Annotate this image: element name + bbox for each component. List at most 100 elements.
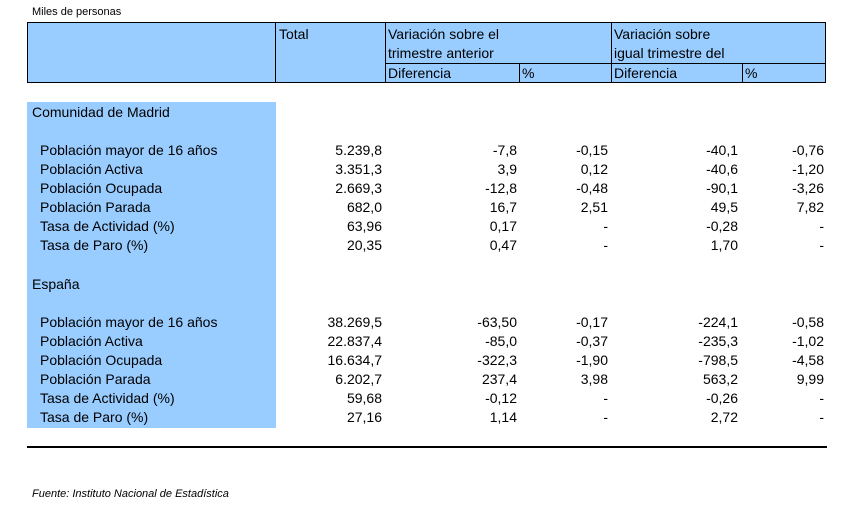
cell-prev-pct: -0,37 bbox=[576, 333, 608, 349]
cell-year-pct: 7,82 bbox=[796, 199, 824, 215]
section-title-row: España bbox=[0, 275, 856, 294]
row-label: Tasa de Actividad (%) bbox=[40, 218, 175, 234]
cell-prev-pct: - bbox=[603, 218, 608, 234]
table-row: Población Activa 3.351,3 3,9 0,12 -40,6 … bbox=[0, 160, 856, 179]
section-title: España bbox=[32, 276, 80, 292]
cell-year-pct: 9,99 bbox=[796, 371, 824, 387]
cell-prev-pct: 3,98 bbox=[580, 371, 608, 387]
table-row: Población mayor de 16 años 5.239,8 -7,8 … bbox=[0, 141, 856, 160]
cell-prev-diff: 0,17 bbox=[489, 218, 517, 234]
cell-year-pct: -1,20 bbox=[792, 161, 824, 177]
cell-year-pct: -0,76 bbox=[792, 142, 824, 158]
cell-year-diff: 49,5 bbox=[710, 199, 738, 215]
cell-total: 27,16 bbox=[346, 409, 382, 425]
cell-total: 2.669,3 bbox=[335, 180, 382, 196]
cell-prev-diff: -322,3 bbox=[477, 352, 517, 368]
header-var-year-line2: igual trimestre del bbox=[614, 45, 725, 61]
cell-prev-diff: -0,12 bbox=[485, 390, 517, 406]
cell-prev-pct: - bbox=[603, 409, 608, 425]
cell-total: 20,35 bbox=[346, 237, 382, 253]
cell-year-diff: -0,26 bbox=[706, 390, 738, 406]
cell-prev-diff: -85,0 bbox=[485, 333, 517, 349]
cell-year-diff: -0,28 bbox=[706, 218, 738, 234]
cell-year-diff: -224,1 bbox=[698, 314, 738, 330]
cell-year-diff: 1,70 bbox=[710, 237, 738, 253]
header-divider bbox=[742, 64, 743, 82]
cell-year-diff: -235,3 bbox=[698, 333, 738, 349]
cell-prev-diff: -63,50 bbox=[477, 314, 517, 330]
cell-total: 38.269,5 bbox=[327, 314, 383, 330]
table-row: Población Ocupada 16.634,7 -322,3 -1,90 … bbox=[0, 351, 856, 370]
cell-total: 22.837,4 bbox=[327, 333, 383, 349]
row-label: Población Ocupada bbox=[40, 180, 163, 196]
cell-year-pct: -3,26 bbox=[792, 180, 824, 196]
table-bottom-rule bbox=[27, 446, 827, 448]
cell-prev-diff: 1,14 bbox=[489, 409, 517, 425]
row-label: Tasa de Actividad (%) bbox=[40, 390, 175, 406]
row-label: Población Parada bbox=[40, 371, 151, 387]
cell-year-pct: -4,58 bbox=[792, 352, 824, 368]
cell-year-pct: - bbox=[819, 237, 824, 253]
table-row: Tasa de Paro (%) 27,16 1,14 - 2,72 - bbox=[0, 408, 856, 427]
table-row: Tasa de Paro (%) 20,35 0,47 - 1,70 - bbox=[0, 236, 856, 255]
cell-year-pct: - bbox=[819, 218, 824, 234]
cell-year-pct: - bbox=[819, 390, 824, 406]
cell-total: 3.351,3 bbox=[335, 161, 382, 177]
section-title: Comunidad de Madrid bbox=[32, 104, 170, 120]
cell-year-pct: -1,02 bbox=[792, 333, 824, 349]
row-label: Población mayor de 16 años bbox=[40, 314, 218, 330]
header-divider bbox=[385, 63, 826, 64]
cell-year-diff: -40,1 bbox=[706, 142, 738, 158]
row-label: Tasa de Paro (%) bbox=[40, 409, 149, 425]
cell-year-diff: 563,2 bbox=[702, 371, 738, 387]
label-column-background bbox=[27, 102, 276, 428]
header-total: Total bbox=[279, 26, 309, 42]
cell-year-pct: -0,58 bbox=[792, 314, 824, 330]
cell-total: 59,68 bbox=[346, 390, 382, 406]
cell-year-diff: 2,72 bbox=[710, 409, 738, 425]
section-title-row: Comunidad de Madrid bbox=[0, 103, 856, 122]
table-row: Población Activa 22.837,4 -85,0 -0,37 -2… bbox=[0, 332, 856, 351]
cell-prev-pct: - bbox=[603, 390, 608, 406]
cell-total: 682,0 bbox=[346, 199, 382, 215]
header-var-prev-line1: Variación sobre el bbox=[388, 26, 500, 42]
cell-year-diff: -798,5 bbox=[698, 352, 738, 368]
table-row: Población mayor de 16 años 38.269,5 -63,… bbox=[0, 313, 856, 332]
row-label: Población mayor de 16 años bbox=[40, 142, 218, 158]
cell-prev-diff: 0,47 bbox=[489, 237, 517, 253]
row-label: Población Activa bbox=[40, 333, 143, 349]
source-note: Fuente: Instituto Nacional de Estadístic… bbox=[32, 488, 229, 500]
row-label: Tasa de Paro (%) bbox=[40, 237, 149, 253]
header-divider bbox=[275, 23, 276, 82]
header-prev-diff: Diferencia bbox=[388, 65, 452, 81]
cell-total: 6.202,7 bbox=[335, 371, 382, 387]
cell-prev-pct: - bbox=[603, 237, 608, 253]
cell-prev-diff: 237,4 bbox=[481, 371, 517, 387]
header-prev-pct: % bbox=[522, 65, 535, 81]
cell-total: 63,96 bbox=[346, 218, 382, 234]
cell-prev-pct: -0,48 bbox=[576, 180, 608, 196]
cell-prev-pct: 2,51 bbox=[580, 199, 608, 215]
table-header: Total Variación sobre el trimestre anter… bbox=[27, 22, 826, 83]
header-year-pct: % bbox=[745, 65, 758, 81]
header-divider bbox=[385, 23, 386, 82]
table-row: Tasa de Actividad (%) 63,96 0,17 - -0,28… bbox=[0, 217, 856, 236]
row-label: Población Parada bbox=[40, 199, 151, 215]
table-row: Tasa de Actividad (%) 59,68 -0,12 - -0,2… bbox=[0, 389, 856, 408]
header-var-year-line1: Variación sobre bbox=[614, 26, 711, 42]
header-year-diff: Diferencia bbox=[614, 65, 678, 81]
cell-year-pct: - bbox=[819, 409, 824, 425]
units-note: Miles de personas bbox=[32, 6, 122, 18]
cell-prev-pct: -0,15 bbox=[576, 142, 608, 158]
cell-prev-diff: -7,8 bbox=[492, 142, 517, 158]
cell-prev-diff: 3,9 bbox=[497, 161, 517, 177]
cell-year-diff: -40,6 bbox=[706, 161, 738, 177]
header-divider bbox=[519, 64, 520, 82]
cell-year-diff: -90,1 bbox=[706, 180, 738, 196]
table-row: Población Parada 6.202,7 237,4 3,98 563,… bbox=[0, 370, 856, 389]
table-row: Población Ocupada 2.669,3 -12,8 -0,48 -9… bbox=[0, 179, 856, 198]
row-label: Población Activa bbox=[40, 161, 143, 177]
cell-prev-pct: -1,90 bbox=[576, 352, 608, 368]
row-label: Población Ocupada bbox=[40, 352, 163, 368]
cell-prev-pct: -0,17 bbox=[576, 314, 608, 330]
